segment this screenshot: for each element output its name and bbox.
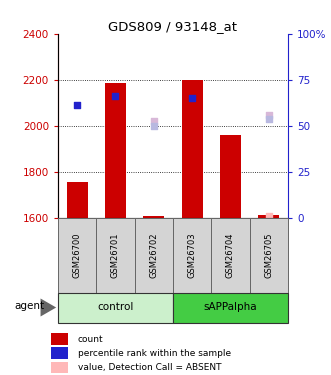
Text: GSM26702: GSM26702 bbox=[149, 232, 158, 278]
Bar bbox=[51, 333, 68, 345]
Text: control: control bbox=[97, 303, 134, 312]
Text: GSM26703: GSM26703 bbox=[188, 232, 197, 278]
Point bbox=[266, 112, 271, 118]
Bar bbox=[51, 362, 68, 374]
Bar bbox=[143, 216, 164, 217]
Text: GSM26705: GSM26705 bbox=[264, 232, 273, 278]
Point bbox=[113, 93, 118, 99]
Point bbox=[266, 116, 271, 122]
Text: agent: agent bbox=[15, 301, 45, 311]
Bar bbox=[58, 292, 173, 322]
Point bbox=[74, 102, 80, 108]
Text: GSM26700: GSM26700 bbox=[72, 232, 82, 278]
Bar bbox=[173, 217, 211, 292]
Point bbox=[151, 118, 157, 124]
Point bbox=[151, 123, 157, 129]
Bar bbox=[250, 217, 288, 292]
Text: percentile rank within the sample: percentile rank within the sample bbox=[77, 348, 231, 357]
Bar bbox=[135, 217, 173, 292]
Title: GDS809 / 93148_at: GDS809 / 93148_at bbox=[109, 20, 237, 33]
Bar bbox=[51, 347, 68, 359]
Bar bbox=[220, 135, 241, 218]
Bar bbox=[96, 217, 135, 292]
Bar bbox=[258, 215, 279, 217]
Point bbox=[266, 213, 271, 219]
Bar bbox=[105, 83, 126, 218]
Polygon shape bbox=[40, 298, 56, 316]
Bar bbox=[182, 80, 203, 218]
Text: GSM26701: GSM26701 bbox=[111, 232, 120, 278]
Text: GSM26704: GSM26704 bbox=[226, 232, 235, 278]
Text: sAPPalpha: sAPPalpha bbox=[204, 303, 257, 312]
Point bbox=[189, 95, 195, 101]
Text: value, Detection Call = ABSENT: value, Detection Call = ABSENT bbox=[77, 363, 221, 372]
Bar bbox=[67, 182, 88, 218]
Bar bbox=[173, 292, 288, 322]
Bar bbox=[211, 217, 250, 292]
Text: count: count bbox=[77, 334, 103, 344]
Bar bbox=[58, 217, 96, 292]
